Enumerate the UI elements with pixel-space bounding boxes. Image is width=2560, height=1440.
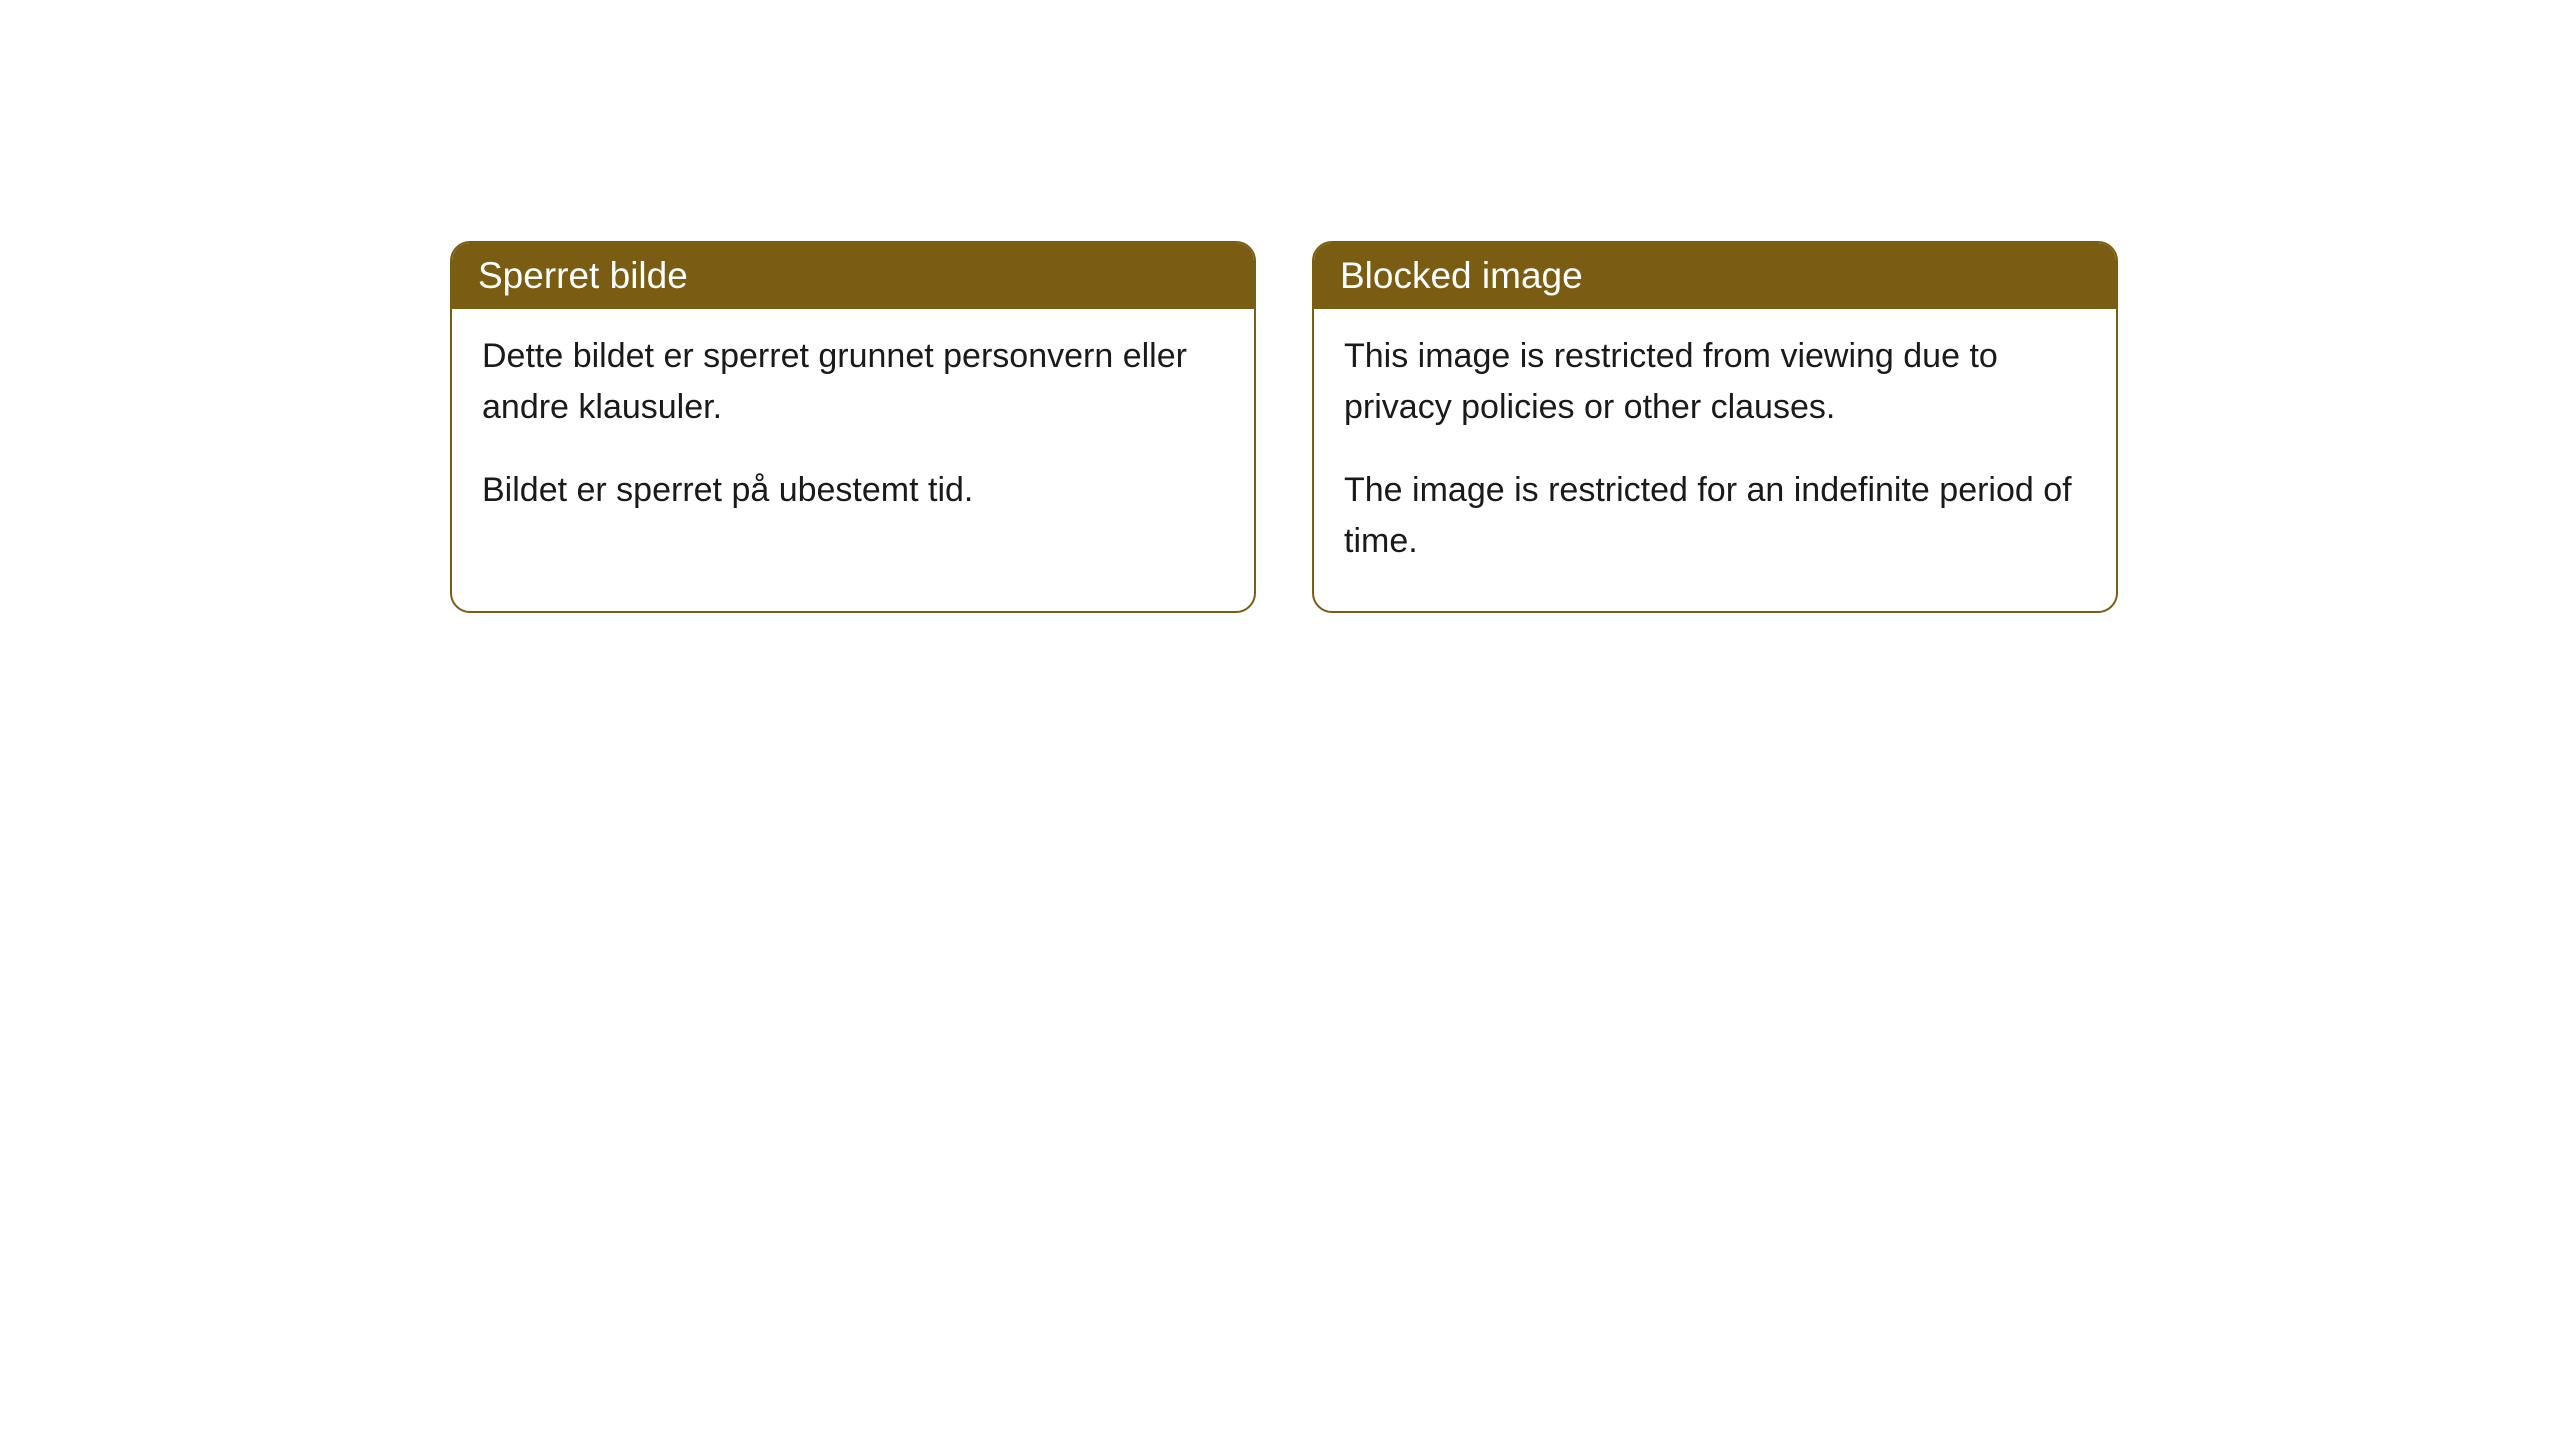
card-title: Sperret bilde [478,255,688,296]
notice-card-norwegian: Sperret bilde Dette bildet er sperret gr… [450,241,1256,613]
card-header: Blocked image [1314,243,2116,309]
notice-cards-container: Sperret bilde Dette bildet er sperret gr… [450,241,2118,613]
card-body: Dette bildet er sperret grunnet personve… [452,309,1254,560]
notice-card-english: Blocked image This image is restricted f… [1312,241,2118,613]
card-title: Blocked image [1340,255,1583,296]
card-paragraph: This image is restricted from viewing du… [1344,331,2086,433]
card-paragraph: Bildet er sperret på ubestemt tid. [482,465,1224,516]
card-body: This image is restricted from viewing du… [1314,309,2116,611]
card-paragraph: The image is restricted for an indefinit… [1344,465,2086,567]
card-header: Sperret bilde [452,243,1254,309]
card-paragraph: Dette bildet er sperret grunnet personve… [482,331,1224,433]
